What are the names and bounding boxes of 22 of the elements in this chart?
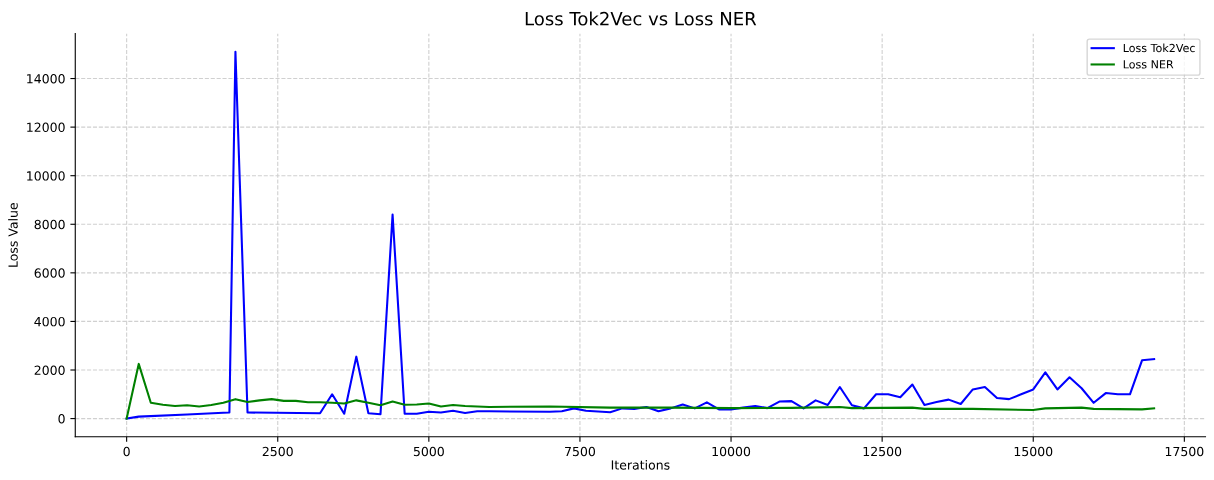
y-tick-label: 6000: [34, 268, 65, 278]
x-tick-label: 12500: [863, 446, 902, 457]
y-axis-title: Loss Value: [8, 203, 18, 267]
y-tick-label: 4000: [34, 316, 65, 327]
chart-title: Loss Tok2Vec vs Loss NER: [525, 11, 757, 26]
y-tick-label: 10000: [27, 171, 65, 181]
y-tick-label: 12000: [27, 122, 65, 133]
y-tick-label: 2000: [34, 365, 65, 375]
legend-label: Loss Tok2Vec: [1123, 43, 1195, 53]
line-series: [125, 362, 1156, 420]
x-axis-title: Iterations: [611, 460, 670, 470]
x-tick-label: 2500: [262, 446, 293, 457]
y-tick-label: 14000: [27, 74, 65, 84]
x-tick-label: 10000: [712, 446, 751, 457]
x-tick-label: 5000: [413, 446, 444, 457]
x-tick-label: 17500: [1165, 446, 1204, 457]
x-tick-label: 0: [123, 446, 130, 457]
legend-label: Loss NER: [1123, 60, 1174, 69]
y-tick-label: 0: [58, 414, 65, 424]
x-tick-label: 7500: [565, 446, 596, 457]
x-tick-label: 15000: [1014, 446, 1053, 457]
y-tick-label: 8000: [34, 219, 65, 230]
